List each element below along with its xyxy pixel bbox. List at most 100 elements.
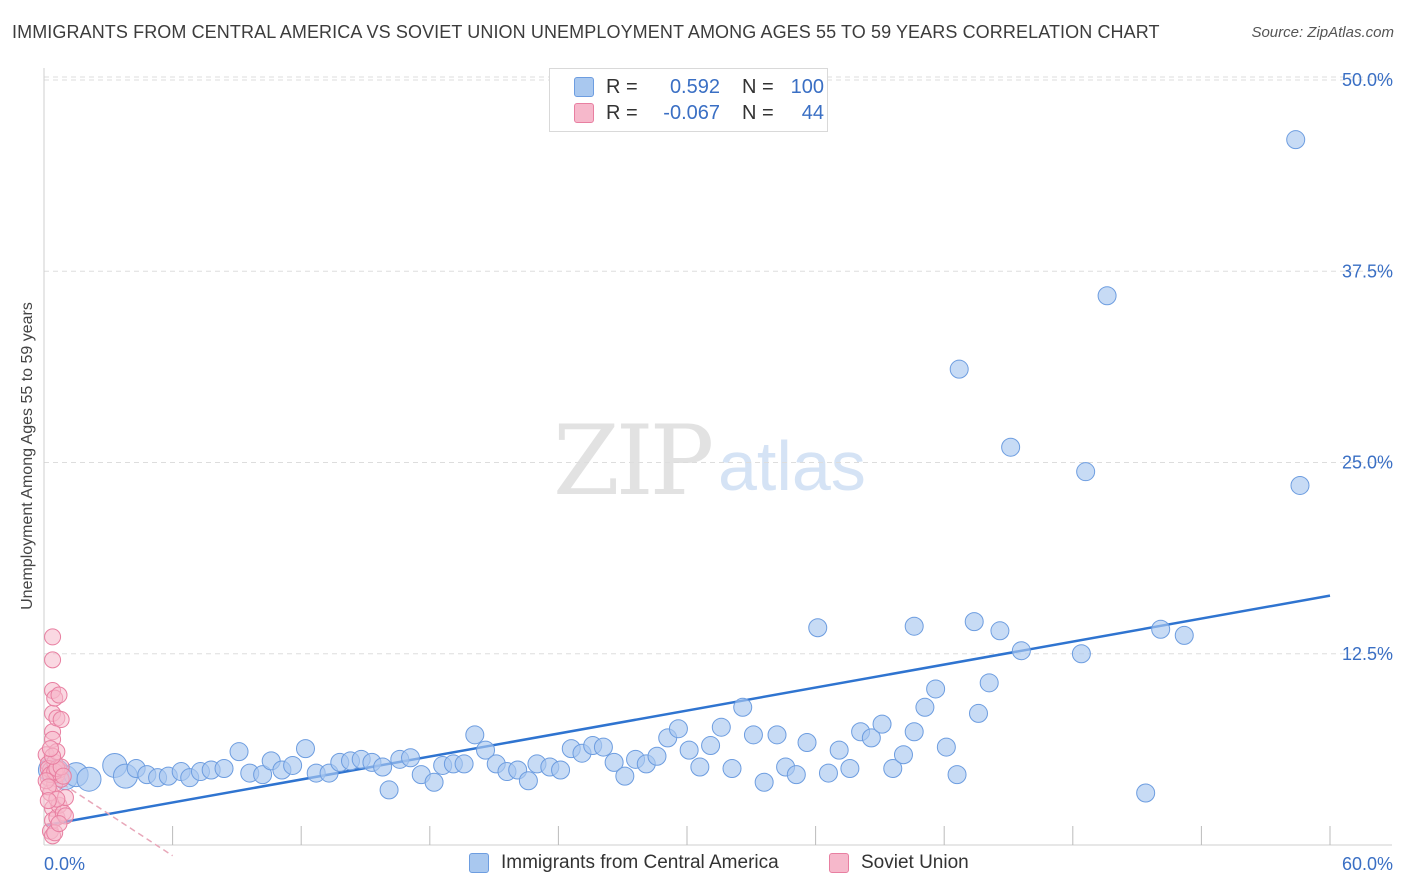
- data-point: [786, 765, 806, 785]
- legend-n-label: N =: [742, 75, 774, 98]
- legend-n-value: 100: [790, 75, 824, 98]
- data-point: [1151, 619, 1171, 639]
- y-tick-label: 50.0%: [1342, 70, 1393, 90]
- legend-swatch-pink: [574, 103, 594, 123]
- legend-swatch-blue: [574, 77, 594, 97]
- data-point: [604, 752, 624, 772]
- data-point: [1071, 644, 1091, 664]
- data-point: [54, 767, 72, 785]
- series-central-america-points: [37, 130, 1310, 803]
- legend-item-central-america[interactable]: Immigrants from Central America: [469, 852, 779, 874]
- data-point: [229, 742, 249, 762]
- data-point: [465, 725, 485, 745]
- data-point: [840, 759, 860, 778]
- data-point: [990, 621, 1010, 641]
- data-point: [767, 725, 787, 745]
- legend-n-value: 44: [801, 101, 824, 124]
- data-point: [701, 736, 721, 756]
- data-point: [50, 815, 68, 833]
- data-point: [647, 746, 667, 766]
- legend-item-label: Immigrants from Central America: [501, 852, 779, 873]
- data-point: [1097, 286, 1117, 306]
- watermark-atlas: atlas: [718, 427, 866, 505]
- data-point: [743, 725, 763, 745]
- data-point: [754, 772, 774, 792]
- data-point: [295, 739, 315, 759]
- data-point: [476, 740, 496, 760]
- legend-item-soviet-union[interactable]: Soviet Union: [829, 852, 969, 874]
- y-tick-label: 25.0%: [1342, 453, 1393, 473]
- data-point: [76, 766, 102, 792]
- data-point: [947, 765, 967, 785]
- data-point: [904, 722, 924, 742]
- data-point: [979, 673, 999, 693]
- data-point: [1174, 625, 1194, 645]
- data-point: [373, 757, 393, 777]
- data-point: [1011, 641, 1031, 661]
- data-point: [615, 766, 635, 786]
- data-point: [829, 740, 849, 760]
- data-point: [1290, 475, 1310, 495]
- x-tick-label: 0.0%: [44, 854, 85, 874]
- data-point: [904, 616, 924, 636]
- grid-lines: [44, 76, 1392, 655]
- data-point: [936, 737, 956, 757]
- data-point: [1136, 783, 1156, 803]
- data-point: [893, 745, 913, 765]
- data-point: [926, 679, 946, 699]
- data-point: [52, 711, 70, 729]
- data-point: [424, 772, 444, 792]
- legend-r-label: R =: [606, 75, 638, 98]
- data-point: [253, 765, 273, 785]
- data-point: [711, 717, 731, 737]
- x-tick-label: 60.0%: [1342, 854, 1393, 874]
- data-point: [1286, 130, 1306, 150]
- legend-r-value: -0.067: [663, 101, 720, 124]
- data-point: [883, 759, 903, 778]
- data-point: [551, 760, 571, 780]
- data-point: [797, 732, 817, 752]
- data-point: [41, 740, 59, 758]
- data-point: [872, 714, 892, 734]
- legend-n-label: N =: [742, 101, 774, 124]
- watermark-zip: ZIP: [553, 405, 714, 517]
- data-point: [50, 686, 68, 704]
- source-label: Source: ZipAtlas.com: [1251, 24, 1394, 41]
- data-point: [733, 697, 753, 717]
- data-point: [214, 759, 234, 778]
- data-point: [379, 780, 399, 800]
- data-point: [690, 757, 710, 777]
- legend-row-soviet-union: R = -0.067 N = 44: [574, 101, 824, 125]
- data-point: [1076, 462, 1096, 482]
- axes: [43, 68, 1392, 846]
- y-tick-label: 37.5%: [1342, 261, 1393, 281]
- data-point: [679, 740, 699, 760]
- data-point: [964, 612, 984, 632]
- data-point: [44, 651, 62, 669]
- y-tick-label: 12.5%: [1342, 644, 1393, 664]
- data-point: [949, 359, 969, 379]
- chart-title: IMMIGRANTS FROM CENTRAL AMERICA VS SOVIE…: [12, 22, 1160, 42]
- legend-r-label: R =: [606, 101, 638, 124]
- data-point: [915, 697, 935, 717]
- tick-labels: 12.5% 25.0% 37.5% 50.0% 0.0% 60.0%: [44, 70, 1393, 874]
- legend-r-value: 0.592: [669, 75, 720, 98]
- data-point: [668, 719, 688, 739]
- data-point: [1001, 437, 1021, 457]
- data-point: [818, 763, 838, 783]
- series-legend: Immigrants from Central America Soviet U…: [0, 852, 1406, 876]
- legend-swatch-pink: [829, 853, 849, 873]
- data-point: [518, 771, 538, 791]
- correlation-legend: R = 0.592 N = 100 R = -0.067 N = 44: [549, 68, 828, 132]
- legend-row-central-america: R = 0.592 N = 100: [574, 75, 824, 99]
- data-point: [401, 748, 421, 768]
- legend-item-label: Soviet Union: [861, 852, 969, 873]
- series-soviet-union-points: [37, 628, 74, 845]
- trend-lines: [45, 594, 1331, 857]
- data-point: [44, 628, 62, 646]
- data-point: [593, 737, 613, 757]
- data-point: [283, 755, 303, 775]
- data-point: [968, 703, 988, 723]
- data-point: [808, 618, 828, 638]
